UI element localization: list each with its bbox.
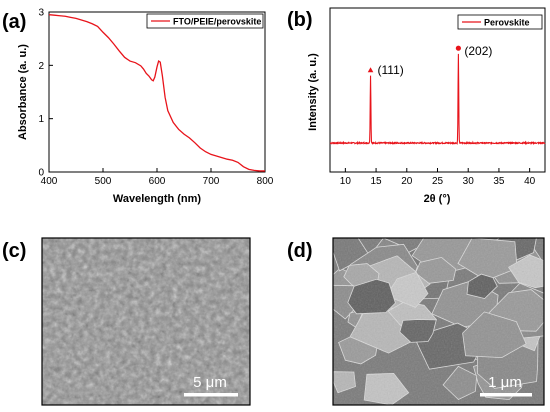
panel-label-b: (b) xyxy=(287,9,313,31)
sem-image-d-noise xyxy=(333,238,544,405)
series-line-perovskite xyxy=(329,53,546,146)
scale-bar-d xyxy=(480,393,532,397)
x-tick-label: 700 xyxy=(203,176,220,187)
legend-label: FTO/PEIE/perovskite xyxy=(173,17,261,27)
xrd-chart: 10 15 20 25 30 35 40 (111) (202) Perovskite 2θ … xyxy=(307,7,546,205)
plot-frame xyxy=(48,11,266,173)
legend-box xyxy=(457,14,543,30)
x-tick-label: 10 xyxy=(340,176,352,187)
sem-image-c: 5 μm xyxy=(41,237,251,406)
absorbance-chart: 400 500 600 700 800 0 1 2 3 FTO/PEIE/perovskite… xyxy=(17,8,274,206)
y-tick-label: 0 xyxy=(38,168,44,179)
legend-label: Perovskite xyxy=(484,18,530,28)
scale-bar-c xyxy=(184,393,238,397)
peak-label: (202) xyxy=(464,44,492,58)
peak-annotations: (111) (202) xyxy=(367,44,492,77)
panel-label-d: (d) xyxy=(287,240,313,262)
legend: FTO/PEIE/perovskite xyxy=(146,13,264,29)
x-tick-label: 30 xyxy=(463,176,475,187)
y-tick-marks: 0 1 2 3 xyxy=(38,8,53,179)
scale-bar-label-c: 5 μm xyxy=(193,374,227,391)
sem-image-c-frame xyxy=(41,237,251,406)
peak-marker-triangle xyxy=(367,67,374,73)
sem-image-d-frame xyxy=(332,237,545,406)
legend: Perovskite xyxy=(457,14,543,30)
sem-image-c-texture xyxy=(42,238,250,405)
y-tick-label: 2 xyxy=(38,61,44,72)
y-tick-label: 1 xyxy=(38,114,44,125)
x-tick-label: 400 xyxy=(41,176,58,187)
x-tick-marks: 400 500 600 700 800 xyxy=(41,168,274,187)
plot-frame xyxy=(329,7,546,173)
x-tick-label: 800 xyxy=(257,176,274,187)
x-tick-label: 40 xyxy=(524,176,536,187)
y-axis-title: Intensity (a. u.) xyxy=(307,53,319,131)
x-tick-label: 500 xyxy=(95,176,112,187)
x-tick-label: 20 xyxy=(401,176,413,187)
x-tick-label: 35 xyxy=(493,176,505,187)
x-tick-marks: 10 15 20 25 30 35 40 xyxy=(340,168,536,187)
x-tick-label: 600 xyxy=(149,176,166,187)
peak-marker-circle xyxy=(455,45,461,51)
panel-label-c: (c) xyxy=(2,240,26,262)
x-tick-label: 25 xyxy=(432,176,444,187)
x-tick-label: 15 xyxy=(371,176,383,187)
scale-bar-label-d: 1 μm xyxy=(488,374,522,391)
series-line-fto-peie-perovskite xyxy=(48,14,265,172)
y-axis-title: Absorbance (a. u.) xyxy=(17,44,29,140)
sem-image-d: 1 μm xyxy=(332,237,545,406)
peak-label: (111) xyxy=(378,63,404,77)
y-tick-label: 3 xyxy=(38,8,44,19)
x-axis-title: Wavelength (nm) xyxy=(113,193,202,205)
x-axis-title: 2θ (°) xyxy=(424,193,451,205)
legend-box xyxy=(146,13,264,29)
panel-label-a: (a) xyxy=(2,11,26,33)
